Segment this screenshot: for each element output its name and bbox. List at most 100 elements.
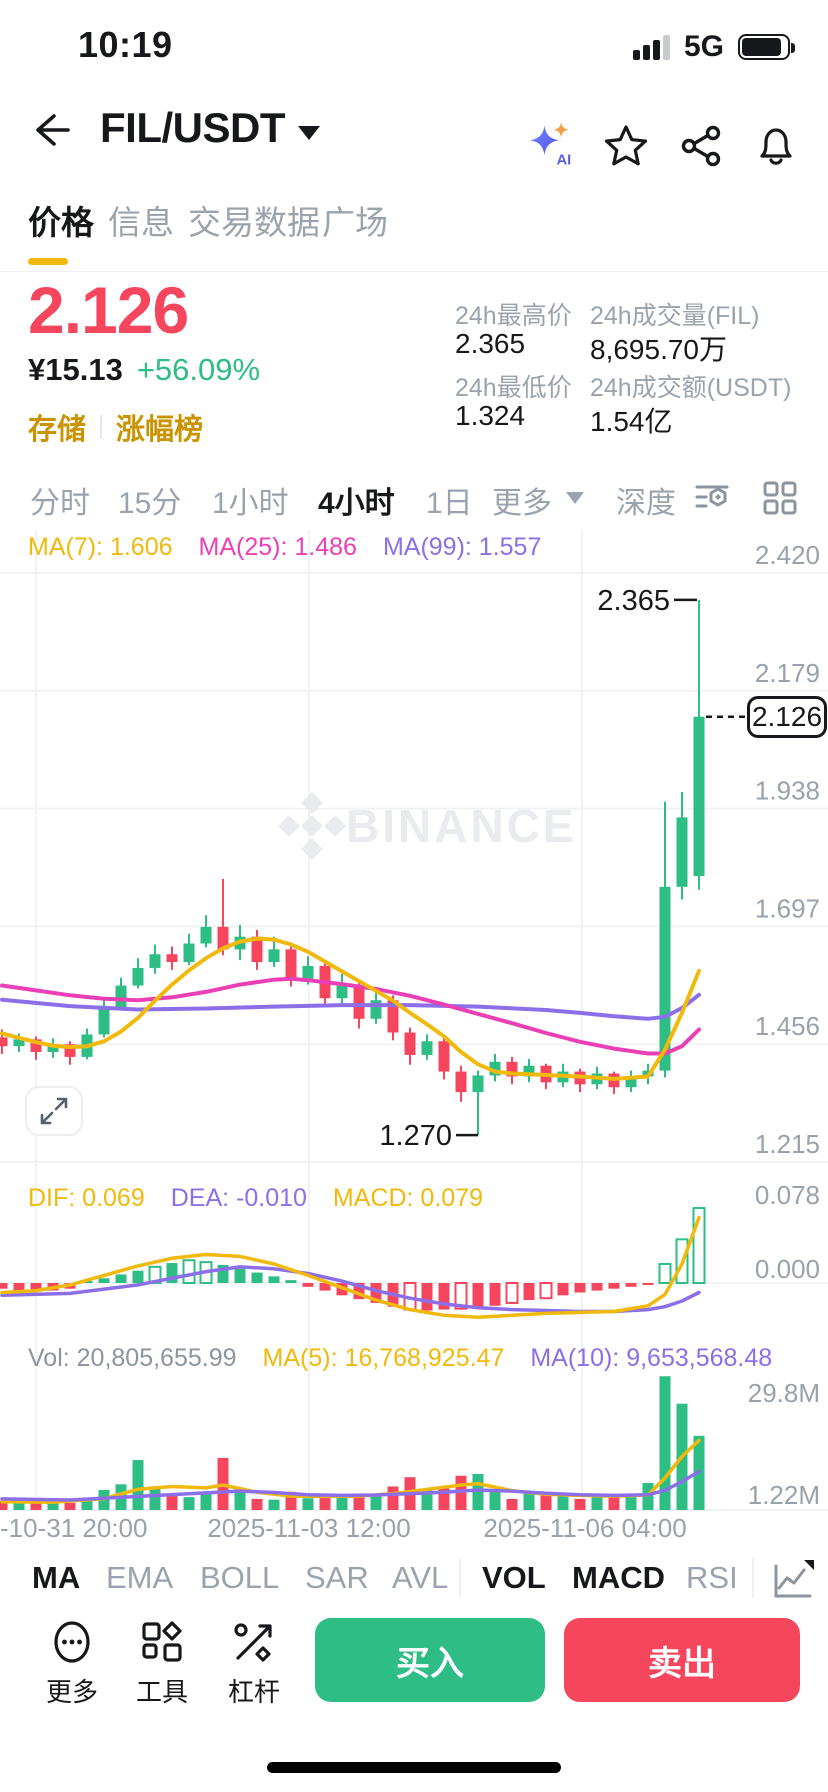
fullscreen-chart-button[interactable] — [25, 1086, 83, 1136]
itab-sar[interactable]: SAR — [305, 1560, 369, 1595]
tf-more-caret-icon[interactable] — [566, 492, 584, 504]
leverage-button[interactable]: 杠杆 — [228, 1620, 280, 1709]
svg-text:2025-11-06 04:00: 2025-11-06 04:00 — [483, 1513, 686, 1543]
vol-label: Vol: 20,805,655.99 — [28, 1344, 237, 1372]
svg-text:1.938: 1.938 — [755, 776, 820, 806]
battery-icon — [738, 34, 795, 60]
svg-text:1.22M: 1.22M — [748, 1480, 820, 1510]
dea-label: DEA: -0.010 — [170, 1184, 307, 1212]
itab-avl[interactable]: AVL — [392, 1560, 449, 1595]
tf-15m[interactable]: 15分 — [118, 487, 182, 520]
chart-annotations: 2.365 1.270 — [379, 585, 745, 1152]
candles — [0, 599, 705, 1136]
itab-ema[interactable]: EMA — [106, 1560, 174, 1595]
svg-text:-10-31 20:00: -10-31 20:00 — [0, 1513, 147, 1543]
more-icon — [54, 1621, 90, 1663]
itab-ma[interactable]: MA — [32, 1560, 81, 1595]
expand-icon — [40, 1097, 68, 1125]
buy-button[interactable]: 买入 — [315, 1618, 545, 1702]
tab-square[interactable]: 广场 — [322, 204, 388, 241]
itab-rsi[interactable]: RSI — [686, 1560, 738, 1595]
tag-storage[interactable]: 存储 — [28, 414, 87, 446]
current-price-tag[interactable]: 2.126 — [747, 696, 827, 738]
last-price: 2.126 — [28, 273, 189, 347]
back-button[interactable] — [26, 106, 74, 154]
itab-macd[interactable]: MACD — [572, 1560, 665, 1595]
active-tab-underline — [28, 258, 68, 265]
stat-quote-value: 1.54亿 — [590, 406, 673, 437]
favorite-button[interactable] — [602, 122, 650, 170]
stat-low-value: 1.324 — [455, 400, 526, 431]
itab-vol[interactable]: VOL — [482, 1560, 546, 1595]
line-chart-icon — [774, 1560, 814, 1598]
svg-text:1.697: 1.697 — [755, 893, 820, 923]
tools-icon — [142, 1621, 182, 1662]
stat-high-value: 2.365 — [455, 328, 526, 359]
cellular-signal-icon — [632, 34, 670, 60]
price-axis-labels: 2.420 2.179 1.938 1.697 1.456 1.215 0.078 0.000… — [748, 540, 820, 1510]
ai-button[interactable]: AI — [526, 120, 574, 168]
status-right: 5G — [632, 30, 795, 64]
indicator-settings-button[interactable] — [694, 480, 730, 521]
more-button[interactable]: 更多 — [46, 1620, 98, 1709]
tab-info[interactable]: 信息 — [108, 204, 174, 241]
ma99-label: MA(99): 1.557 — [382, 533, 542, 561]
vol-labels-row: Vol: 20,805,655.99 MA(5): 16,768,925.47 … — [28, 1344, 772, 1373]
pair-title[interactable]: FIL/USDT — [100, 104, 285, 151]
macd-label: MACD: 0.079 — [332, 1184, 483, 1212]
ma-lines — [0, 936, 701, 1081]
itab-separator — [459, 1558, 461, 1598]
tf-realtime[interactable]: 分时 — [30, 487, 90, 520]
vol-ma10-label: MA(10): 9,653,568.48 — [530, 1344, 773, 1372]
leverage-icon — [234, 1623, 272, 1662]
share-icon — [681, 125, 721, 167]
status-time: 10:19 — [78, 24, 173, 65]
sell-button[interactable]: 卖出 — [564, 1618, 800, 1702]
layout-grid-button[interactable] — [762, 480, 798, 521]
ma7-label: MA(7): 1.606 — [28, 533, 173, 561]
fiat-price: ¥15.13 — [28, 352, 123, 387]
more-label: 更多 — [46, 1677, 99, 1707]
svg-text:2.420: 2.420 — [755, 540, 820, 570]
svg-text:1.270: 1.270 — [379, 1120, 452, 1152]
pair-selector-caret-icon[interactable] — [298, 126, 320, 140]
chart-style-button[interactable] — [770, 1556, 816, 1607]
tf-more[interactable]: 更多 — [492, 487, 552, 520]
svg-text:2025-11-03 12:00: 2025-11-03 12:00 — [207, 1513, 410, 1543]
network-type: 5G — [683, 30, 724, 63]
tf-4h[interactable]: 4小时 — [318, 487, 395, 520]
tab-trade-data[interactable]: 交易数据 — [188, 204, 320, 241]
depth-button[interactable]: 深度 — [616, 487, 676, 520]
macd-labels-row: DIF: 0.069 DEA: -0.010 MACD: 0.079 — [28, 1184, 483, 1213]
tag-gainers[interactable]: 涨幅榜 — [116, 414, 204, 446]
tools-label: 工具 — [136, 1677, 189, 1707]
stat-vol-label: 24h成交量(FIL) — [590, 302, 760, 330]
vol-ma5-label: MA(5): 16,768,925.47 — [262, 1344, 505, 1372]
itab-boll[interactable]: BOLL — [200, 1560, 280, 1595]
ma25-label: MA(25): 1.486 — [198, 533, 357, 561]
svg-text:1.456: 1.456 — [755, 1011, 820, 1041]
svg-text:1.215: 1.215 — [755, 1129, 820, 1159]
change-percent: +56.09% — [136, 352, 261, 387]
svg-text:0.078: 0.078 — [755, 1180, 820, 1210]
tabs-divider — [0, 271, 828, 272]
svg-text:AI: AI — [556, 152, 571, 168]
ai-sparkle-icon: AI — [529, 121, 571, 168]
tag-separator — [100, 415, 103, 439]
tab-price[interactable]: 价格 — [28, 204, 94, 241]
svg-text:2.365: 2.365 — [597, 585, 670, 617]
indicator-settings-icon — [695, 485, 729, 508]
tf-1h[interactable]: 1小时 — [212, 487, 289, 520]
svg-text:2.179: 2.179 — [755, 658, 820, 688]
alert-button[interactable] — [752, 122, 800, 170]
share-button[interactable] — [678, 122, 726, 170]
price-subrow: ¥15.13 +56.09% — [28, 352, 260, 388]
time-axis-labels: -10-31 20:00 2025-11-03 12:00 2025-11-06 0… — [0, 1513, 687, 1543]
itab-separator-2 — [752, 1558, 754, 1598]
home-indicator[interactable] — [267, 1762, 561, 1773]
tf-1d[interactable]: 1日 — [426, 487, 473, 520]
tools-button[interactable]: 工具 — [136, 1620, 188, 1709]
leverage-label: 杠杆 — [228, 1677, 281, 1707]
